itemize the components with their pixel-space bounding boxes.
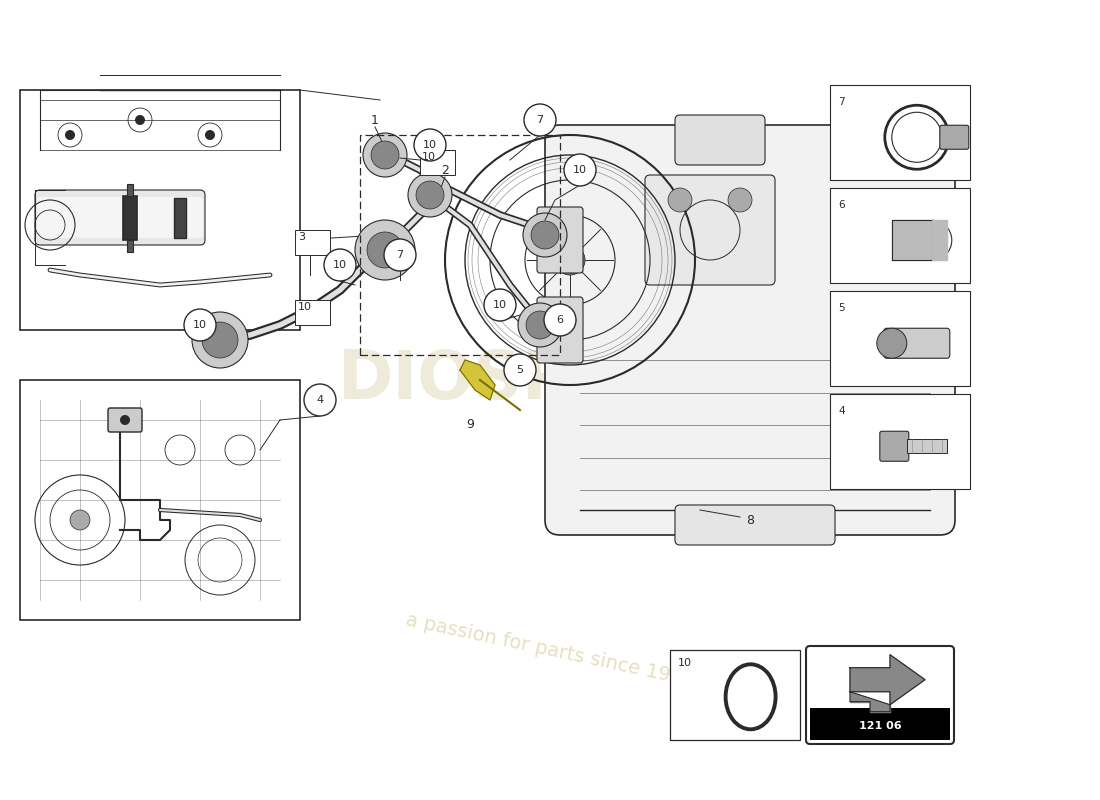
FancyBboxPatch shape <box>806 646 954 744</box>
Circle shape <box>384 239 416 271</box>
Circle shape <box>877 328 906 358</box>
Text: 10: 10 <box>424 140 437 150</box>
Text: 7: 7 <box>537 115 543 125</box>
FancyBboxPatch shape <box>810 707 950 740</box>
FancyBboxPatch shape <box>295 300 330 325</box>
Text: 6: 6 <box>557 315 563 325</box>
Circle shape <box>522 213 566 257</box>
FancyBboxPatch shape <box>939 126 969 150</box>
Polygon shape <box>892 220 932 260</box>
Circle shape <box>518 303 562 347</box>
Text: a passion for parts since 1985: a passion for parts since 1985 <box>404 610 696 690</box>
Polygon shape <box>850 654 925 705</box>
FancyBboxPatch shape <box>174 198 186 238</box>
FancyBboxPatch shape <box>830 394 970 489</box>
Polygon shape <box>460 360 495 400</box>
Text: 10: 10 <box>422 152 436 162</box>
Circle shape <box>324 249 356 281</box>
Circle shape <box>371 141 399 169</box>
Polygon shape <box>850 692 890 712</box>
FancyBboxPatch shape <box>20 90 300 330</box>
Text: 7: 7 <box>838 97 845 107</box>
Text: 1: 1 <box>371 114 378 126</box>
Text: 10: 10 <box>678 658 692 668</box>
FancyBboxPatch shape <box>830 291 970 386</box>
Circle shape <box>363 133 407 177</box>
Text: 4: 4 <box>838 406 845 416</box>
Text: 6: 6 <box>838 200 845 210</box>
Circle shape <box>526 311 554 339</box>
Circle shape <box>416 181 444 209</box>
FancyBboxPatch shape <box>906 439 947 454</box>
Circle shape <box>70 510 90 530</box>
Circle shape <box>484 289 516 321</box>
FancyBboxPatch shape <box>20 380 300 620</box>
Circle shape <box>544 304 576 336</box>
Text: 2: 2 <box>441 163 449 177</box>
FancyBboxPatch shape <box>126 184 133 196</box>
Text: 10: 10 <box>192 320 207 330</box>
Circle shape <box>556 245 585 275</box>
Circle shape <box>504 354 536 386</box>
FancyBboxPatch shape <box>670 650 800 740</box>
Circle shape <box>355 220 415 280</box>
Text: 10: 10 <box>333 260 346 270</box>
Text: 10: 10 <box>493 300 507 310</box>
FancyBboxPatch shape <box>108 408 142 432</box>
FancyBboxPatch shape <box>537 297 583 363</box>
Circle shape <box>531 221 559 249</box>
Text: 3: 3 <box>298 232 305 242</box>
Text: 5: 5 <box>517 365 524 375</box>
Circle shape <box>304 384 336 416</box>
Polygon shape <box>932 220 947 260</box>
Text: 7: 7 <box>396 250 404 260</box>
FancyBboxPatch shape <box>295 230 330 255</box>
Circle shape <box>65 130 75 140</box>
FancyBboxPatch shape <box>675 115 764 165</box>
FancyBboxPatch shape <box>37 197 204 238</box>
FancyBboxPatch shape <box>35 190 205 245</box>
FancyBboxPatch shape <box>645 175 775 285</box>
Text: 5: 5 <box>838 303 845 313</box>
Circle shape <box>564 154 596 186</box>
Circle shape <box>668 188 692 212</box>
Text: 9: 9 <box>466 418 474 431</box>
FancyBboxPatch shape <box>830 188 970 283</box>
Circle shape <box>414 129 446 161</box>
Circle shape <box>524 104 556 136</box>
FancyBboxPatch shape <box>420 150 455 175</box>
Text: 8: 8 <box>746 514 754 526</box>
Text: DIOSPARES: DIOSPARES <box>338 347 762 413</box>
Text: 4: 4 <box>317 395 323 405</box>
FancyBboxPatch shape <box>123 196 138 240</box>
Text: 121 06: 121 06 <box>859 721 901 730</box>
Circle shape <box>205 130 214 140</box>
FancyBboxPatch shape <box>126 240 133 252</box>
Text: 10: 10 <box>298 302 312 312</box>
FancyBboxPatch shape <box>880 431 909 462</box>
Circle shape <box>184 309 216 341</box>
Circle shape <box>728 188 752 212</box>
Circle shape <box>202 322 238 358</box>
Circle shape <box>120 415 130 425</box>
Text: 10: 10 <box>573 165 587 175</box>
Circle shape <box>135 115 145 125</box>
FancyBboxPatch shape <box>830 85 970 180</box>
FancyBboxPatch shape <box>675 505 835 545</box>
FancyBboxPatch shape <box>537 207 583 273</box>
Circle shape <box>367 232 403 268</box>
Circle shape <box>192 312 248 368</box>
FancyBboxPatch shape <box>883 328 949 358</box>
Circle shape <box>408 173 452 217</box>
FancyBboxPatch shape <box>544 125 955 535</box>
